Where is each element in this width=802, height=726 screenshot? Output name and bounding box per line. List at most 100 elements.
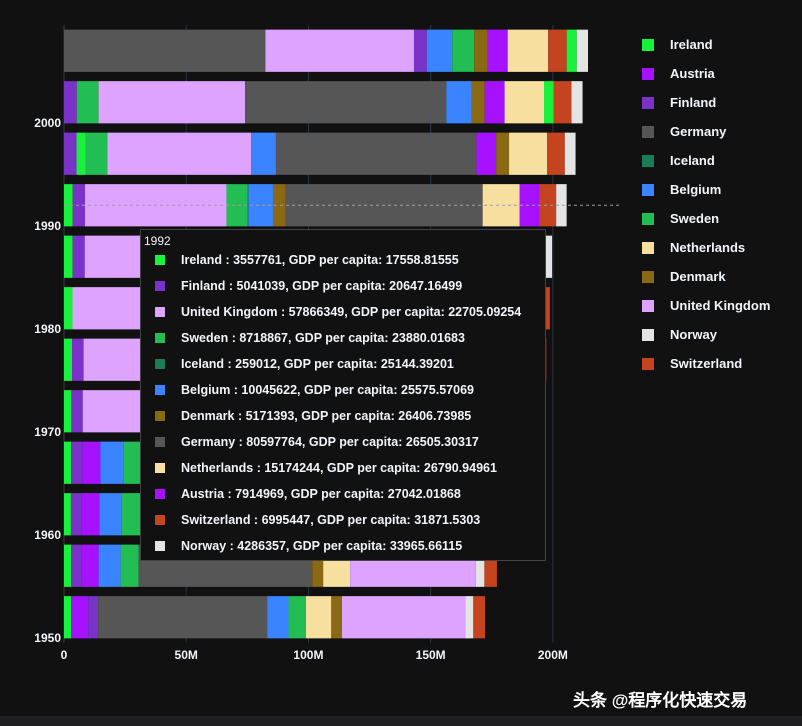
bar-segment-germany xyxy=(64,29,266,72)
y-tick-label: 1990 xyxy=(34,219,61,233)
bar-segment-ireland xyxy=(566,29,577,72)
watermark-text: 头条 @程序化快速交易 xyxy=(573,691,748,710)
bottom-bar xyxy=(0,716,802,726)
legend-label: Belgium xyxy=(670,182,722,197)
tooltip-swatch xyxy=(155,255,165,265)
bar-segment-denmark xyxy=(471,81,485,124)
y-tick-label: 1960 xyxy=(34,528,61,542)
legend-swatch xyxy=(642,299,654,312)
bar-segment-austria xyxy=(82,441,101,484)
legend-item[interactable]: Ireland xyxy=(642,30,770,59)
bar-segment-denmark xyxy=(272,184,286,227)
tooltip-row: Netherlands : 15174244, GDP per capita: … xyxy=(155,455,497,481)
legend-label: Norway xyxy=(670,327,717,342)
bar-segment-ireland xyxy=(64,184,73,227)
bar-segment-finland xyxy=(71,338,84,381)
bar-segment-finland xyxy=(64,81,77,124)
tooltip-row-text: Austria : 7914969, GDP per capita: 27042… xyxy=(181,487,461,501)
bar-segment-ireland xyxy=(64,390,72,433)
tooltip-row: Denmark : 5171393, GDP per capita: 26406… xyxy=(155,403,471,429)
bar-segment-denmark xyxy=(474,29,488,72)
bar-segment-switzerland xyxy=(553,81,572,124)
tooltip-row-text: Sweden : 8718867, GDP per capita: 23880.… xyxy=(181,331,465,345)
legend-item[interactable]: Austria xyxy=(642,59,770,88)
bar-segment-germany xyxy=(275,132,477,175)
tooltip-row-text: Norway : 4286357, GDP per capita: 33965.… xyxy=(181,539,463,553)
y-tick-label: 1970 xyxy=(34,425,61,439)
bar-segment-iceland xyxy=(247,184,249,227)
bar-segment-austria xyxy=(476,132,497,175)
bar-segment-finland xyxy=(71,544,82,587)
y-tick-label: 2000 xyxy=(34,116,61,130)
tooltip-row-text: Switzerland : 6995447, GDP per capita: 3… xyxy=(181,513,481,527)
bar-segment-finland xyxy=(71,390,83,433)
tooltip-row-text: Netherlands : 15174244, GDP per capita: … xyxy=(181,461,497,475)
y-tick-label: 1950 xyxy=(34,631,61,645)
bar-segment-belgium xyxy=(100,441,124,484)
legend-item[interactable]: Belgium xyxy=(642,175,770,204)
bar-segment-belgium xyxy=(426,29,453,72)
tooltip-row-text: Finland : 5041039, GDP per capita: 20647… xyxy=(181,279,463,293)
tooltip-swatch xyxy=(155,489,165,499)
x-tick-label: 50M xyxy=(175,648,198,662)
legend-label: United Kingdom xyxy=(670,298,771,313)
tooltip-row-text: Germany : 80597764, GDP per capita: 2650… xyxy=(181,435,479,449)
legend-swatch xyxy=(642,212,654,225)
bar-segment-united-kingdom xyxy=(265,29,414,72)
bar-segment-ireland xyxy=(76,132,86,175)
bar-segment-germany xyxy=(245,81,447,124)
legend: Ireland Austria Finland Germany Iceland Belgi… xyxy=(642,30,770,378)
legend-swatch xyxy=(642,154,654,167)
bar-segment-belgium xyxy=(99,493,122,536)
x-tick-label: 0 xyxy=(61,648,68,662)
bar-segment-sweden xyxy=(85,132,108,175)
legend-label: Netherlands xyxy=(670,240,746,255)
legend-item[interactable]: United Kingdom xyxy=(642,291,770,320)
tooltip-swatch xyxy=(155,307,165,317)
legend-item[interactable]: Norway xyxy=(642,320,770,349)
legend-item[interactable]: Finland xyxy=(642,88,770,117)
legend-swatch xyxy=(642,125,654,138)
bar-segment-ireland xyxy=(544,81,554,124)
legend-swatch xyxy=(642,328,654,341)
legend-item[interactable]: Sweden xyxy=(642,204,770,233)
tooltip-row: Sweden : 8718867, GDP per capita: 23880.… xyxy=(155,325,465,351)
bar-segment-sweden xyxy=(226,184,248,227)
bar-segment-sweden xyxy=(120,544,139,587)
x-tick-label: 100M xyxy=(293,648,323,662)
legend-label: Ireland xyxy=(670,37,713,52)
bar-segment-netherlands xyxy=(482,184,520,227)
legend-label: Denmark xyxy=(670,269,726,284)
bar-segment-sweden xyxy=(288,596,306,639)
legend-label: Finland xyxy=(670,95,717,110)
bar-segment-finland xyxy=(64,132,77,175)
bar-segment-ireland xyxy=(64,596,72,639)
bar-segment-finland xyxy=(72,235,85,278)
legend-item[interactable]: Netherlands xyxy=(642,233,770,262)
bar-segment-netherlands xyxy=(507,29,549,72)
legend-label: Austria xyxy=(670,66,715,81)
bar-segment-austria xyxy=(519,184,540,227)
tooltip-swatch xyxy=(155,437,165,447)
x-tick-label: 200M xyxy=(538,648,568,662)
legend-item[interactable]: Switzerland xyxy=(642,349,770,378)
tooltip-swatch xyxy=(155,281,165,291)
bar-segment-norway xyxy=(465,596,474,639)
x-tick-label: 150M xyxy=(416,648,446,662)
bar-segment-belgium xyxy=(98,544,121,587)
tooltip-swatch xyxy=(155,411,165,421)
bar-segment-austria xyxy=(484,81,505,124)
legend-item[interactable]: Germany xyxy=(642,117,770,146)
legend-item[interactable]: Iceland xyxy=(642,146,770,175)
bar-segment-sweden xyxy=(121,493,141,536)
legend-item[interactable]: Denmark xyxy=(642,262,770,291)
tooltip-row-text: Iceland : 259012, GDP per capita: 25144.… xyxy=(181,357,454,371)
tooltip-row: Switzerland : 6995447, GDP per capita: 3… xyxy=(155,507,480,533)
bar-segment-ireland xyxy=(64,338,72,381)
bar-segment-finland xyxy=(71,441,83,484)
bar-segment-finland xyxy=(88,596,99,639)
bar-segment-ireland xyxy=(64,544,72,587)
bar-segment-austria xyxy=(81,544,99,587)
bar-segment-belgium xyxy=(446,81,472,124)
legend-swatch xyxy=(642,241,654,254)
